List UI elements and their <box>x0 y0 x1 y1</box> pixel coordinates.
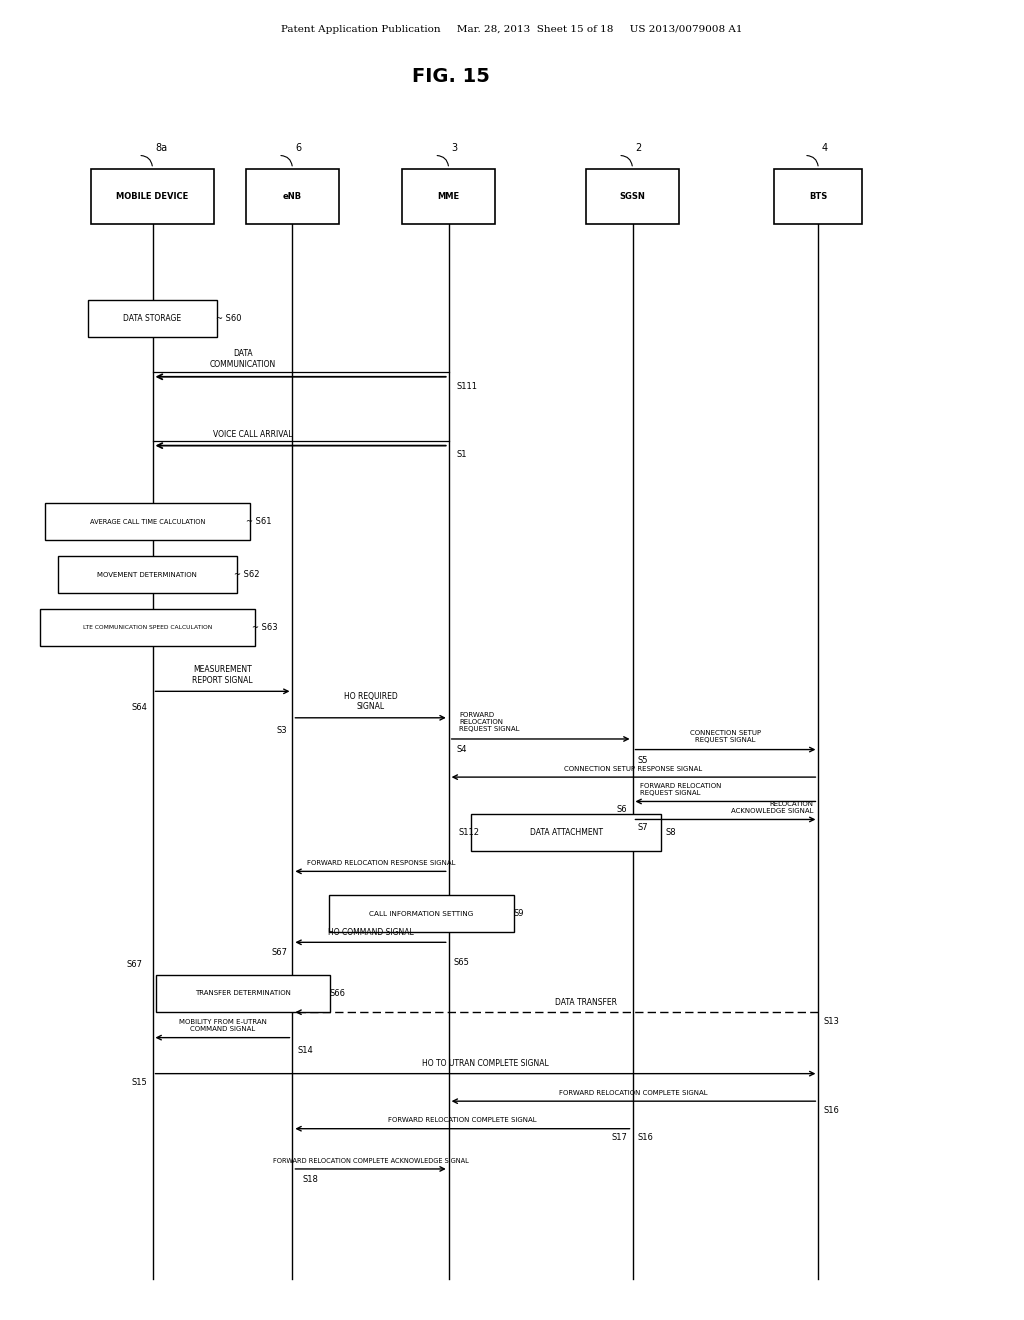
Text: MEASUREMENT
REPORT SIGNAL: MEASUREMENT REPORT SIGNAL <box>193 665 253 685</box>
Text: FORWARD RELOCATION COMPLETE SIGNAL: FORWARD RELOCATION COMPLETE SIGNAL <box>388 1118 537 1123</box>
FancyBboxPatch shape <box>57 557 238 593</box>
Text: SGSN: SGSN <box>620 191 645 201</box>
Text: FORWARD
RELOCATION
REQUEST SIGNAL: FORWARD RELOCATION REQUEST SIGNAL <box>459 713 519 733</box>
Text: S5: S5 <box>638 755 648 764</box>
Text: S1: S1 <box>457 450 467 459</box>
Text: S67: S67 <box>271 948 288 957</box>
Text: S14: S14 <box>298 1047 313 1055</box>
Text: Patent Application Publication     Mar. 28, 2013  Sheet 15 of 18     US 2013/007: Patent Application Publication Mar. 28, … <box>282 25 742 34</box>
Text: S16: S16 <box>823 1106 840 1115</box>
Text: FORWARD RELOCATION
REQUEST SIGNAL: FORWARD RELOCATION REQUEST SIGNAL <box>640 783 721 796</box>
Text: 2: 2 <box>636 143 642 153</box>
Text: S67: S67 <box>127 960 143 969</box>
Text: AVERAGE CALL TIME CALCULATION: AVERAGE CALL TIME CALCULATION <box>90 519 205 525</box>
Text: FORWARD RELOCATION COMPLETE SIGNAL: FORWARD RELOCATION COMPLETE SIGNAL <box>559 1090 708 1096</box>
Text: ~ S60: ~ S60 <box>216 314 242 323</box>
FancyBboxPatch shape <box>91 169 214 224</box>
FancyBboxPatch shape <box>246 169 339 224</box>
FancyBboxPatch shape <box>45 503 250 540</box>
Text: 3: 3 <box>452 143 458 153</box>
Text: 6: 6 <box>296 143 302 153</box>
Text: S65: S65 <box>454 957 470 966</box>
Text: MOBILITY FROM E-UTRAN
COMMAND SIGNAL: MOBILITY FROM E-UTRAN COMMAND SIGNAL <box>178 1019 266 1032</box>
Text: LTE COMMUNICATION SPEED CALCULATION: LTE COMMUNICATION SPEED CALCULATION <box>83 626 212 630</box>
Text: DATA ATTACHMENT: DATA ATTACHMENT <box>529 828 603 837</box>
FancyBboxPatch shape <box>402 169 496 224</box>
Text: 4: 4 <box>821 143 827 153</box>
Text: VOICE CALL ARRIVAL: VOICE CALL ARRIVAL <box>213 430 293 440</box>
Text: ~ S63: ~ S63 <box>252 623 278 632</box>
Text: S15: S15 <box>132 1078 147 1088</box>
Text: S4: S4 <box>457 744 467 754</box>
Text: BTS: BTS <box>809 191 827 201</box>
Text: HO TO UTRAN COMPLETE SIGNAL: HO TO UTRAN COMPLETE SIGNAL <box>422 1060 549 1068</box>
Text: S3: S3 <box>276 726 288 735</box>
Text: TRANSFER DETERMINATION: TRANSFER DETERMINATION <box>195 990 291 997</box>
Text: FORWARD RELOCATION RESPONSE SIGNAL: FORWARD RELOCATION RESPONSE SIGNAL <box>306 861 455 866</box>
Text: eNB: eNB <box>283 191 302 201</box>
Text: S13: S13 <box>823 1016 840 1026</box>
Text: MME: MME <box>437 191 460 201</box>
Text: S112: S112 <box>459 828 480 837</box>
Text: ~ S62: ~ S62 <box>234 570 260 579</box>
FancyBboxPatch shape <box>156 974 330 1011</box>
Text: S16: S16 <box>638 1134 653 1142</box>
Text: S9: S9 <box>513 909 524 919</box>
Text: DATA STORAGE: DATA STORAGE <box>124 314 181 323</box>
Text: FIG. 15: FIG. 15 <box>412 67 489 86</box>
Text: CALL INFORMATION SETTING: CALL INFORMATION SETTING <box>370 911 474 916</box>
Text: S66: S66 <box>330 989 346 998</box>
Text: S8: S8 <box>666 828 676 837</box>
Text: MOBILE DEVICE: MOBILE DEVICE <box>117 191 188 201</box>
Text: S7: S7 <box>638 822 648 832</box>
Text: CONNECTION SETUP
REQUEST SIGNAL: CONNECTION SETUP REQUEST SIGNAL <box>690 730 761 743</box>
Text: CONNECTION SETUP RESPONSE SIGNAL: CONNECTION SETUP RESPONSE SIGNAL <box>564 766 702 772</box>
Text: RELOCATION
ACKNOWLEDGE SIGNAL: RELOCATION ACKNOWLEDGE SIGNAL <box>731 801 813 814</box>
Text: HO COMMAND SIGNAL: HO COMMAND SIGNAL <box>328 928 414 937</box>
Text: HO REQUIRED
SIGNAL: HO REQUIRED SIGNAL <box>344 692 397 711</box>
Text: 8a: 8a <box>156 143 168 153</box>
FancyBboxPatch shape <box>586 169 679 224</box>
Text: S64: S64 <box>131 702 147 711</box>
FancyBboxPatch shape <box>471 813 662 850</box>
FancyBboxPatch shape <box>774 169 862 224</box>
Text: S111: S111 <box>457 381 478 391</box>
FancyBboxPatch shape <box>88 300 217 337</box>
Text: S6: S6 <box>616 805 628 814</box>
Text: MOVEMENT DETERMINATION: MOVEMENT DETERMINATION <box>97 572 198 578</box>
FancyBboxPatch shape <box>329 895 514 932</box>
Text: DATA TRANSFER: DATA TRANSFER <box>555 998 617 1007</box>
Text: S17: S17 <box>611 1134 628 1142</box>
Text: S18: S18 <box>303 1175 318 1184</box>
Text: DATA
COMMUNICATION: DATA COMMUNICATION <box>210 350 276 368</box>
Text: ~ S61: ~ S61 <box>247 517 272 527</box>
FancyBboxPatch shape <box>40 610 255 647</box>
Text: FORWARD RELOCATION COMPLETE ACKNOWLEDGE SIGNAL: FORWARD RELOCATION COMPLETE ACKNOWLEDGE … <box>272 1158 468 1164</box>
